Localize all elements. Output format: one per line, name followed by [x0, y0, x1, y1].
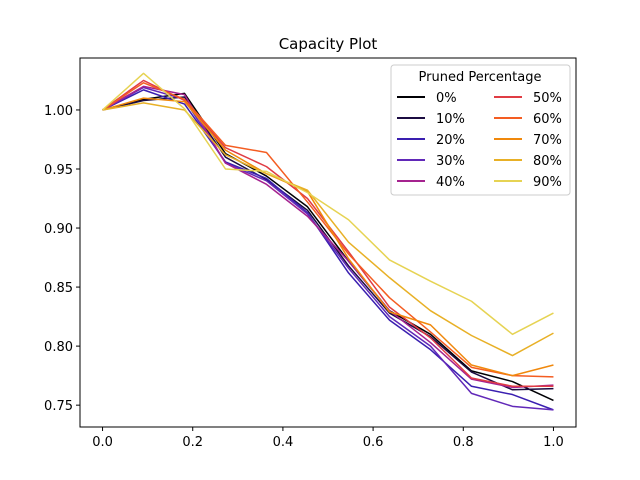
series-line-70pct [102, 97, 554, 377]
y-tick-label: 0.90 [44, 222, 73, 237]
legend-label: 40% [436, 175, 465, 190]
x-axis: 0.0 0.2 0.4 0.6 0.8 1.0 [92, 427, 564, 450]
x-tick-label: 0.0 [92, 435, 113, 450]
y-tick-label: 0.95 [44, 163, 73, 178]
y-tick-label: 0.75 [44, 399, 73, 414]
series-layer [102, 72, 554, 411]
legend-label: 30% [436, 154, 465, 169]
x-tick-label: 0.2 [182, 435, 203, 450]
legend-label: 60% [533, 112, 562, 127]
x-tick-label: 0.4 [273, 435, 294, 450]
series-line-80pct [102, 102, 554, 357]
series-line-40pct [102, 85, 554, 389]
legend-entries: 0% 10% 20% 30% 40% 50% 60% 70% 80% 90% [397, 91, 562, 190]
plot-frame [79, 57, 577, 428]
series-line-0pct [102, 92, 554, 402]
y-tick-label: 1.00 [44, 104, 73, 119]
legend: Pruned Percentage 0% 10% 20% 30% 40% 50% 60% 70… [390, 64, 571, 196]
legend-label: 0% [436, 91, 457, 106]
legend-label: 50% [533, 91, 562, 106]
x-tick-label: 1.0 [543, 435, 564, 450]
chart-title: Capacity Plot [279, 35, 378, 53]
legend-title: Pruned Percentage [419, 70, 542, 85]
legend-label: 80% [533, 154, 562, 169]
y-tick-label: 0.80 [44, 340, 73, 355]
x-tick-label: 0.6 [363, 435, 384, 450]
y-tick-label: 0.85 [44, 281, 73, 296]
legend-label: 70% [533, 133, 562, 148]
legend-label: 90% [533, 175, 562, 190]
series-line-90pct [102, 72, 554, 336]
series-line-60pct [102, 82, 554, 378]
legend-label: 20% [436, 133, 465, 148]
y-axis: 0.75 0.80 0.85 0.90 0.95 1.00 [44, 104, 80, 414]
legend-label: 10% [436, 112, 465, 127]
legend-box [390, 64, 571, 196]
x-tick-label: 0.8 [453, 435, 474, 450]
